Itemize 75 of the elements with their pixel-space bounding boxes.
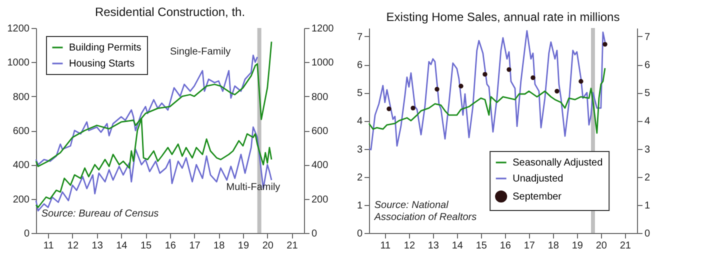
x-tick-label: 15 [476,240,488,252]
y-tick-label: 400 [12,160,30,172]
chart-title: Existing Home Sales, annual rate in millions [386,10,620,24]
y2-tick-label: 600 [312,126,329,137]
x-tick-label: 19 [572,240,584,252]
x-tick-label: 20 [262,240,274,252]
point [530,75,536,80]
y-tick-label: 0 [356,228,363,240]
legend-label: Housing Starts [69,58,135,70]
x-tick-label: 15 [140,240,152,252]
y2-tick-label: 1000 [312,58,334,69]
y-tick-label: 1200 [7,24,30,34]
x-tick-label: 11 [380,240,392,252]
x-tick-label: 13 [92,240,104,252]
x-tick-label: 16 [500,240,512,252]
x-tick-label: 18 [548,240,560,252]
y-tick-label: 200 [12,194,30,206]
chart-title: Residential Construction, th. [94,5,246,19]
y2-tick-label: 1200 [312,24,334,34]
point [506,67,512,72]
y2-tick-label: 200 [312,194,329,206]
x-tick-label: 14 [116,240,128,252]
y-tick-label: 3 [356,144,363,156]
x-tick-label: 11 [43,240,54,252]
y-tick-label: 5 [356,88,363,100]
y-tick-label: 0 [24,228,30,240]
point [482,72,488,77]
y-tick-label: 6 [356,60,363,72]
y2-tick-label: 800 [312,92,329,103]
x-tick-label: 14 [452,240,464,252]
x-tick-label: 20 [596,240,608,252]
annotation: Multi-Family [226,182,280,193]
y2-tick-label: 7 [644,32,650,43]
y2-tick-label: 3 [644,144,650,156]
legend-label: Seasonally Adjusted [512,158,603,168]
y2-tick-label: 0 [312,228,318,240]
y-tick-label: 1 [356,200,363,212]
y-tick-label: 2 [356,172,363,184]
y-tick-label: 1000 [7,58,30,69]
point [434,86,440,92]
y2-tick-label: 2 [644,172,650,184]
legend-label: Building Permits [69,42,142,54]
point [554,88,560,94]
annotation: Source: Bureau of Census [41,208,159,220]
x-tick-label: 16 [164,240,176,252]
y2-tick-label: 0 [644,228,650,240]
x-tick-label: 12 [404,240,416,252]
x-tick-label: 19 [238,240,250,252]
y-tick-label: 4 [356,116,363,128]
y2-tick-label: 5 [644,88,650,100]
y2-tick-label: 1 [644,200,650,212]
x-tick-label: 21 [286,240,298,252]
point [458,84,464,88]
y2-tick-label: 6 [644,60,650,72]
x-tick-label: 17 [189,240,201,252]
point [578,79,584,84]
legend-label: September [512,192,562,202]
y-tick-label: 800 [12,92,30,103]
line-series [368,30,606,150]
point [602,42,608,47]
y-tick-label: 600 [12,126,30,137]
annotation: Source: National Association of Realtors [373,200,477,224]
legend-label: Unadjusted [512,174,564,184]
annotation: Single-Family [170,46,231,58]
x-tick-label: 12 [67,240,79,252]
y2-tick-label: 4 [644,116,650,128]
line-series [368,67,606,134]
point [386,106,392,112]
x-tick-label: 17 [524,240,536,252]
y2-tick-label: 400 [312,160,329,172]
point [410,106,416,110]
y-tick-label: 7 [356,32,363,43]
x-tick-label: 13 [428,240,440,252]
x-tick-label: 21 [620,240,632,252]
x-tick-label: 18 [214,240,226,252]
